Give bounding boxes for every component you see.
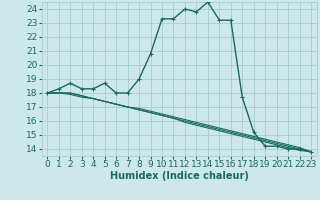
X-axis label: Humidex (Indice chaleur): Humidex (Indice chaleur) (110, 171, 249, 181)
